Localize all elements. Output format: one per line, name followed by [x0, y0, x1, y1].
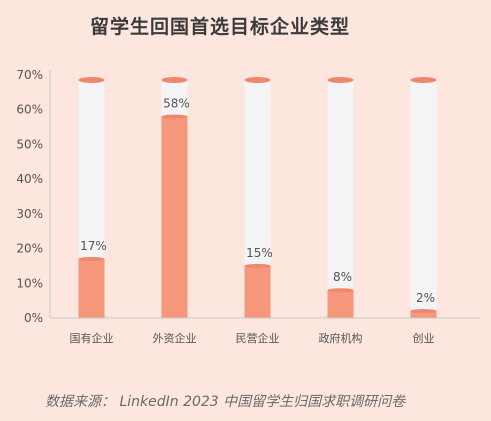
data-label: 15%	[246, 246, 273, 260]
bar-top-cap	[410, 77, 437, 83]
bar-top-cap	[327, 77, 354, 83]
y-tick-label: 30%	[16, 207, 43, 221]
chart-title: 留学生回国首选目标企业类型	[89, 16, 350, 38]
data-label: 2%	[416, 291, 435, 305]
y-tick-label: 0%	[24, 311, 43, 325]
y-tick-label: 10%	[16, 276, 43, 290]
bar-fill-top	[161, 114, 188, 119]
data-label: 8%	[333, 270, 352, 284]
bar	[244, 265, 271, 318]
y-tick-label: 70%	[16, 68, 43, 82]
bar-chart: 0% 10% 20% 30% 40% 50% 60% 70% 17% 58% 15% 8% 2% 国有…	[16, 68, 480, 345]
data-label: 17%	[80, 239, 107, 253]
bar-track	[410, 80, 437, 318]
bar-top-cap	[78, 77, 105, 83]
x-tick-label: 创业	[413, 332, 435, 345]
bar	[327, 290, 354, 318]
bar-track	[327, 80, 354, 318]
bar	[161, 116, 188, 319]
y-tick-label: 40%	[16, 172, 43, 186]
x-tick-label: 外资企业	[153, 331, 197, 345]
source-note: 数据来源： LinkedIn 2023 中国留学生归国求职调研问卷	[45, 394, 406, 410]
bar-top-cap	[244, 77, 271, 83]
x-tick-label: 民营企业	[236, 331, 280, 345]
bars: 17% 58% 15% 8% 2%	[78, 77, 437, 319]
y-tick-label: 50%	[16, 137, 43, 151]
x-axis: 国有企业 外资企业 民营企业 政府机构 创业	[50, 317, 480, 345]
bar	[410, 311, 437, 318]
x-tick-label: 政府机构	[319, 331, 363, 345]
bar-fill-top	[244, 263, 271, 268]
data-label: 58%	[163, 97, 190, 111]
bar-fill-top	[327, 288, 354, 293]
bar-fill-top	[410, 309, 437, 314]
y-tick-label: 60%	[16, 103, 43, 117]
x-tick-label: 国有企业	[70, 331, 114, 345]
bar-top-cap	[161, 77, 188, 83]
y-tick-label: 20%	[16, 242, 43, 256]
bar-fill-top	[78, 256, 105, 261]
y-axis: 0% 10% 20% 30% 40% 50% 60% 70%	[16, 68, 51, 325]
bar	[78, 258, 105, 318]
